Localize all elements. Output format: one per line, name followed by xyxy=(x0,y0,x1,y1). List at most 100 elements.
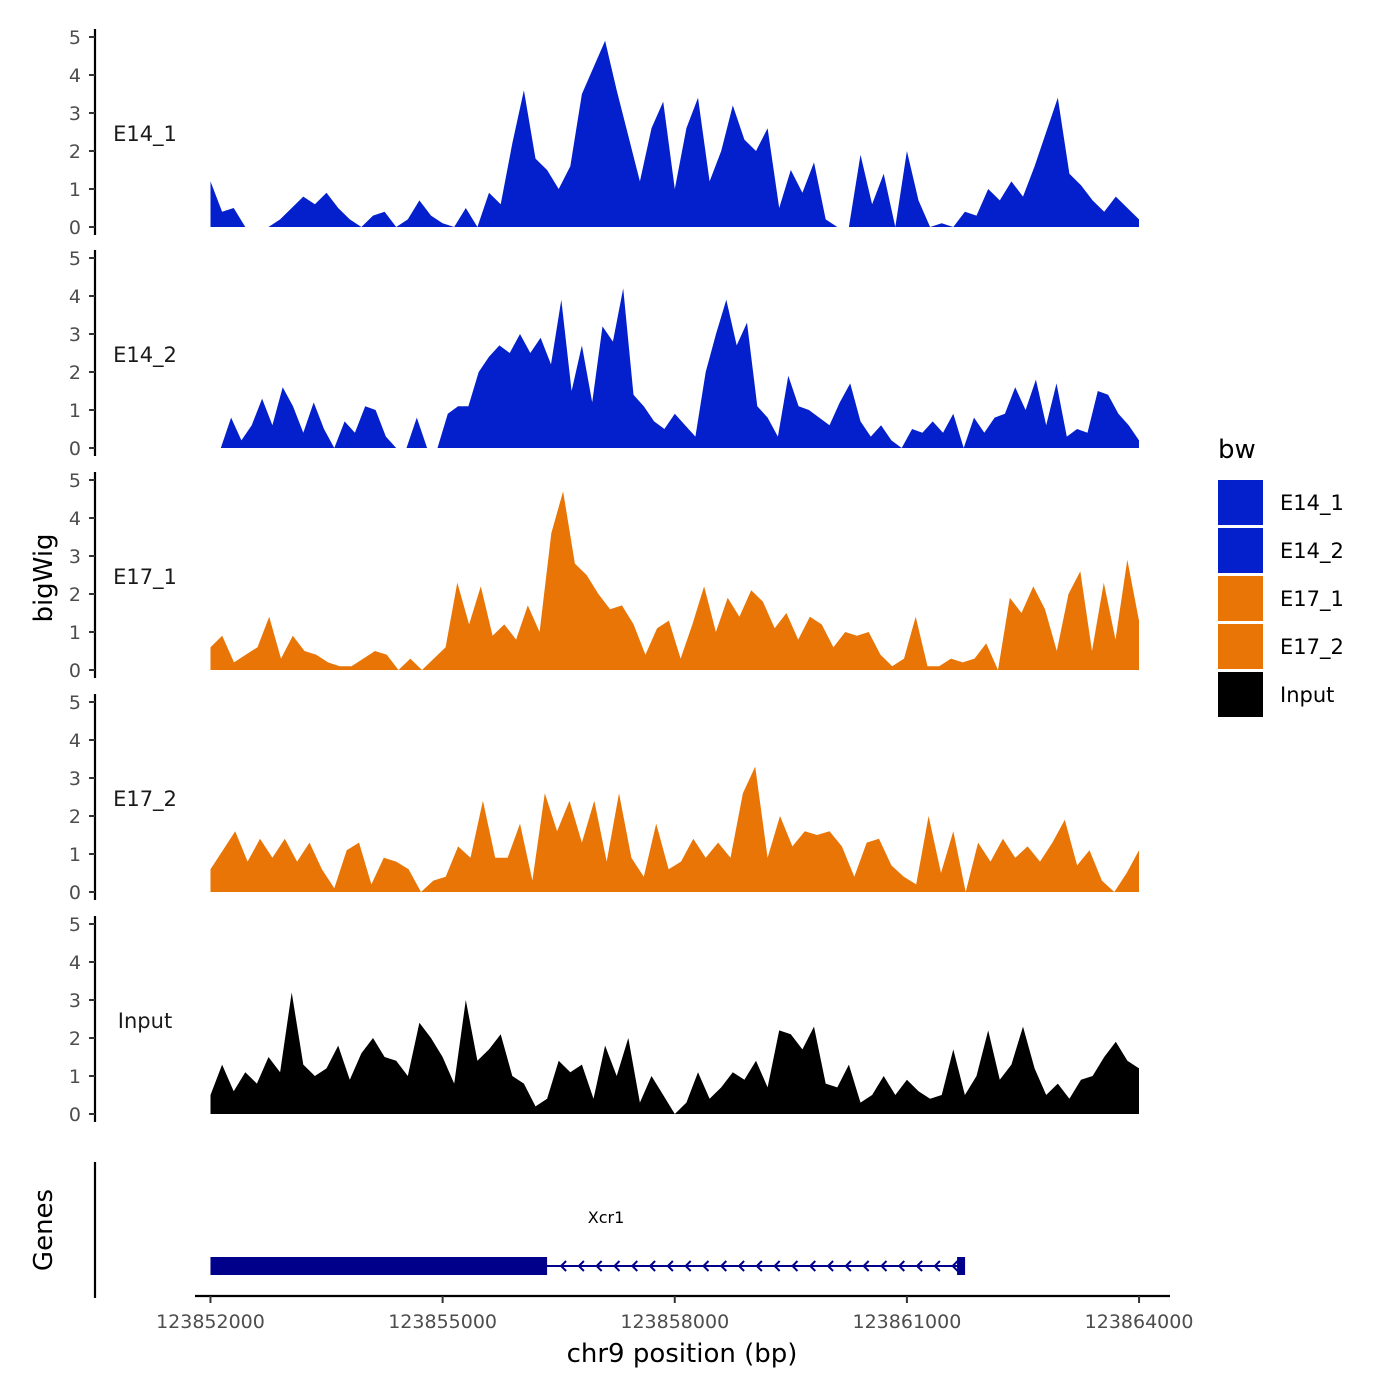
strand-arrow xyxy=(826,1260,834,1272)
legend-swatch xyxy=(1218,528,1263,573)
x-axis: 123852000 123855000 123858000 123861000 1238… xyxy=(156,1294,1194,1333)
y-tick-label: 0 xyxy=(69,660,81,682)
track-label: E17_1 xyxy=(113,565,177,590)
y-tick-label: 1 xyxy=(69,179,81,201)
y-tick-label: 2 xyxy=(69,806,81,828)
y-tick-label: 4 xyxy=(69,508,81,530)
strand-arrow xyxy=(951,1260,959,1272)
y-tick-label: 5 xyxy=(69,27,81,49)
legend-label: Input xyxy=(1280,683,1334,707)
strand-arrow xyxy=(933,1260,941,1272)
y-tick-label: 2 xyxy=(69,584,81,606)
strand-arrow xyxy=(702,1260,710,1272)
signal-area xyxy=(210,992,1139,1114)
y-tick-label: 4 xyxy=(69,286,81,308)
y-tick-label: 3 xyxy=(69,768,81,790)
strand-arrow xyxy=(897,1260,905,1272)
x-tick-label: 123855000 xyxy=(388,1311,497,1333)
y-tick-label: 1 xyxy=(69,400,81,422)
track-panel-e17-2: 0 1 2 3 4 5 E17_2 xyxy=(69,692,1139,904)
track-label: E14_2 xyxy=(113,343,177,368)
strand-arrow xyxy=(755,1260,763,1272)
track-panel-e14-1: 0 1 2 3 4 5 E14_1 xyxy=(69,27,1139,239)
y-tick-label: 5 xyxy=(69,692,81,714)
track-label: Input xyxy=(118,1009,172,1033)
legend-item: E17_1 xyxy=(1218,576,1344,621)
legend-label: E17_1 xyxy=(1280,587,1344,612)
legend-label: E14_1 xyxy=(1280,491,1344,516)
gene-label: Xcr1 xyxy=(588,1208,625,1227)
y-axis-title: bigWig xyxy=(29,533,59,622)
y-tick-label: 3 xyxy=(69,990,81,1012)
strand-arrow xyxy=(880,1260,888,1272)
y-tick-label: 2 xyxy=(69,1028,81,1050)
strand-arrow xyxy=(630,1260,638,1272)
signal-area xyxy=(210,491,1139,670)
tracks-layer: 0 1 2 3 4 5 E14_1 0 1 2 3 4 5 E14_2 0 1 2 3 4 5 E17_1 0 1 2 3 4 5 E… xyxy=(69,27,1139,1126)
strand-arrow xyxy=(559,1260,567,1272)
strand-arrow xyxy=(666,1260,674,1272)
strand-arrow xyxy=(648,1260,656,1272)
genes-track: Xcr1 xyxy=(93,1162,966,1298)
legend-title: bw xyxy=(1218,435,1256,465)
y-tick-label: 1 xyxy=(69,844,81,866)
gene-exon-end xyxy=(957,1257,966,1275)
genes-axis-title: Genes xyxy=(29,1189,59,1271)
y-tick-label: 4 xyxy=(69,730,81,752)
track-panel-e14-2: 0 1 2 3 4 5 E14_2 xyxy=(69,248,1139,460)
y-tick-label: 5 xyxy=(69,470,81,492)
y-tick-label: 3 xyxy=(69,324,81,346)
y-tick-label: 4 xyxy=(69,65,81,87)
y-tick-label: 0 xyxy=(69,217,81,239)
legend-swatch xyxy=(1218,672,1263,717)
strand-arrow xyxy=(808,1260,816,1272)
legend: E14_1 E14_2 E17_1 E17_2 Input xyxy=(1218,480,1344,717)
x-tick-label: 123861000 xyxy=(853,1311,962,1333)
x-tick-label: 123858000 xyxy=(620,1311,729,1333)
legend-label: E17_2 xyxy=(1280,635,1344,660)
strand-arrow xyxy=(595,1260,603,1272)
x-axis-title: chr9 position (bp) xyxy=(567,1339,798,1369)
y-tick-label: 1 xyxy=(69,622,81,644)
strand-arrow xyxy=(613,1260,621,1272)
strand-arrow xyxy=(684,1260,692,1272)
gene-exon-block xyxy=(210,1257,548,1275)
legend-label: E14_2 xyxy=(1280,539,1344,564)
y-tick-label: 0 xyxy=(69,1104,81,1126)
y-tick-label: 3 xyxy=(69,546,81,568)
strand-arrow xyxy=(577,1260,585,1272)
legend-item: E17_2 xyxy=(1218,624,1344,669)
strand-arrow xyxy=(844,1260,852,1272)
track-panel-e17-1: 0 1 2 3 4 5 E17_1 xyxy=(69,470,1139,682)
legend-item: E14_1 xyxy=(1218,480,1344,525)
strand-arrow xyxy=(737,1260,745,1272)
y-tick-label: 2 xyxy=(69,362,81,384)
x-tick-label: 123852000 xyxy=(156,1311,265,1333)
y-tick-label: 1 xyxy=(69,1066,81,1088)
strand-arrow xyxy=(791,1260,799,1272)
y-tick-label: 0 xyxy=(69,438,81,460)
strand-arrow xyxy=(773,1260,781,1272)
strand-arrow xyxy=(719,1260,727,1272)
legend-swatch xyxy=(1218,576,1263,621)
x-tick-label: 123864000 xyxy=(1085,1311,1194,1333)
strand-arrow xyxy=(915,1260,923,1272)
legend-item: Input xyxy=(1218,672,1334,717)
y-tick-label: 5 xyxy=(69,248,81,270)
y-tick-label: 2 xyxy=(69,141,81,163)
track-panel-input: 0 1 2 3 4 5 Input xyxy=(69,914,1139,1126)
y-tick-label: 0 xyxy=(69,882,81,904)
signal-area xyxy=(210,288,1139,448)
track-label: E17_2 xyxy=(113,787,177,812)
y-tick-label: 4 xyxy=(69,952,81,974)
y-tick-label: 5 xyxy=(69,914,81,936)
legend-item: E14_2 xyxy=(1218,528,1344,573)
legend-swatch xyxy=(1218,480,1263,525)
track-label: E14_1 xyxy=(113,122,177,147)
legend-swatch xyxy=(1218,624,1263,669)
signal-area xyxy=(210,40,1139,227)
signal-area xyxy=(210,766,1139,892)
y-tick-label: 3 xyxy=(69,103,81,125)
strand-arrow xyxy=(862,1260,870,1272)
